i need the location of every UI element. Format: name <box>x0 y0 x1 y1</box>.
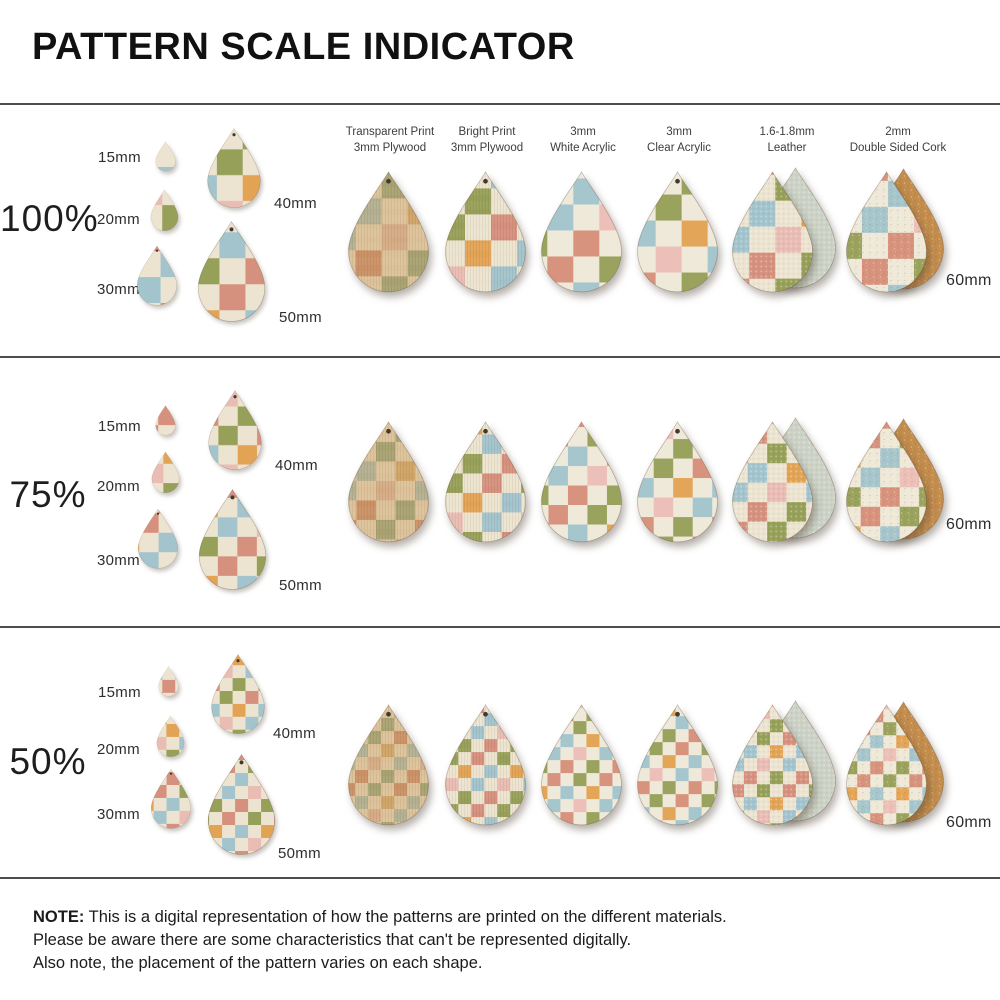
teardrop-40mm <box>210 653 266 736</box>
teardrop-20mm <box>151 451 180 494</box>
size-label-60mm: 60mm <box>946 814 992 831</box>
teardrop-60mm-clear-acrylic <box>635 420 720 545</box>
scale-label: 75% <box>9 474 87 515</box>
note-text: NOTE: This is a digital representation o… <box>33 908 727 972</box>
teardrop-20mm <box>156 715 185 758</box>
teardrop-50mm <box>206 753 277 857</box>
scale-band-50: 50% 15mm 20mm 30mm 40mm 50mm 60mm <box>0 628 1000 877</box>
material-header-white-acrylic: 3mm White Acrylic <box>550 126 616 155</box>
size-label-40mm: 40mm <box>274 195 317 212</box>
teardrop-60mm-clear-acrylic <box>635 170 720 295</box>
size-label-50mm: 50mm <box>279 309 322 326</box>
teardrop-50mm <box>197 488 268 592</box>
scale-band-75: 75% 15mm 20mm 30mm 40mm 50mm 60mm <box>0 358 1000 626</box>
teardrop-60mm-transparent-plywood <box>346 703 431 828</box>
size-label-50mm: 50mm <box>279 577 322 594</box>
teardrop-60mm-bright-plywood <box>443 703 528 828</box>
teardrop-60mm-cork-front <box>844 420 929 545</box>
note-label: NOTE: <box>33 908 85 926</box>
teardrop-60mm-bright-plywood <box>443 420 528 545</box>
teardrop-15mm <box>158 666 179 697</box>
teardrop-60mm-white-acrylic <box>539 703 624 828</box>
teardrop-60mm-transparent-plywood <box>346 420 431 545</box>
divider <box>0 877 1000 879</box>
size-label-60mm: 60mm <box>946 272 992 289</box>
size-label-40mm: 40mm <box>275 457 318 474</box>
material-header-transparent-plywood: Transparent Print 3mm Plywood <box>345 126 435 155</box>
teardrop-60mm-cork-front <box>844 703 929 828</box>
material-header-leather: 1.6-1.8mm Leather <box>759 126 815 155</box>
teardrop-20mm <box>150 189 179 232</box>
teardrop-30mm <box>136 245 178 307</box>
teardrop-60mm-leather-front <box>730 170 815 295</box>
size-label-30mm: 30mm <box>97 806 140 823</box>
teardrop-60mm-bright-plywood <box>443 170 528 295</box>
scale-band-100: 100% Transparent Print 3mm Plywood Bright… <box>0 104 1000 356</box>
teardrop-60mm-white-acrylic <box>539 170 624 295</box>
size-label-20mm: 20mm <box>97 741 140 758</box>
teardrop-60mm-transparent-plywood <box>346 170 431 295</box>
size-label-15mm: 15mm <box>98 149 141 166</box>
teardrop-60mm-cork-front <box>844 170 929 295</box>
size-label-30mm: 30mm <box>97 552 140 569</box>
divider <box>0 356 1000 358</box>
size-label-50mm: 50mm <box>278 845 321 862</box>
size-label-20mm: 20mm <box>97 478 140 495</box>
divider <box>0 103 1000 105</box>
teardrop-30mm <box>137 508 179 570</box>
material-header-cork: 2mm Double Sided Cork <box>849 126 947 155</box>
teardrop-50mm <box>196 220 267 324</box>
material-header-bright-plywood: Bright Print 3mm Plywood <box>450 126 524 155</box>
teardrop-60mm-leather-front <box>730 420 815 545</box>
divider <box>0 626 1000 628</box>
teardrop-15mm <box>155 141 176 172</box>
page-title: PATTERN SCALE INDICATOR <box>32 26 575 68</box>
size-label-15mm: 15mm <box>98 418 141 435</box>
size-label-15mm: 15mm <box>98 684 141 701</box>
teardrop-15mm <box>155 405 176 436</box>
teardrop-30mm <box>150 768 192 830</box>
material-header-clear-acrylic: 3mm Clear Acrylic <box>647 126 711 155</box>
teardrop-60mm-clear-acrylic <box>635 703 720 828</box>
size-label-40mm: 40mm <box>273 725 316 742</box>
teardrop-40mm <box>207 389 263 472</box>
teardrop-60mm-white-acrylic <box>539 420 624 545</box>
scale-label: 50% <box>9 741 87 782</box>
size-label-30mm: 30mm <box>97 281 140 298</box>
scale-label: 100% <box>0 198 99 239</box>
teardrop-60mm-leather-front <box>730 703 815 828</box>
teardrop-40mm <box>206 127 262 210</box>
size-label-20mm: 20mm <box>97 211 140 228</box>
size-label-60mm: 60mm <box>946 516 992 533</box>
